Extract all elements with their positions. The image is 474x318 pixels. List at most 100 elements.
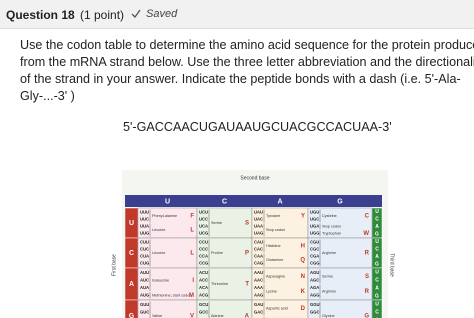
header-row — [125, 195, 382, 207]
amino-acid: Leucine — [152, 228, 165, 232]
amino-abbr: C — [365, 214, 370, 220]
codon: AGU — [310, 270, 319, 275]
codon: UUC — [140, 217, 149, 222]
codon: UUG — [140, 231, 149, 236]
amino-abbr: S — [365, 274, 369, 280]
codon: AUU — [140, 270, 149, 275]
amino-abbr: K — [301, 289, 306, 295]
codon: GUA — [140, 317, 149, 318]
codon: UCU — [199, 210, 208, 215]
codon: AUA — [140, 285, 149, 290]
codon-cell — [196, 207, 253, 239]
first-base-label: First base — [111, 254, 117, 276]
third-base: A — [375, 224, 379, 230]
save-status: Saved — [146, 8, 178, 20]
amino-abbr: V — [190, 314, 194, 318]
first-base: C — [129, 250, 134, 257]
second-base: U — [165, 198, 170, 205]
second-base: A — [277, 198, 282, 205]
codon: ACC — [199, 277, 208, 282]
codon: AAG — [254, 292, 263, 297]
first-base: U — [129, 220, 134, 227]
codon: GGC — [310, 309, 320, 314]
amino-acid: Arginine — [322, 251, 336, 255]
codon: CGC — [310, 247, 319, 252]
codon-cell — [137, 267, 198, 301]
amino-acid: Serine — [322, 275, 333, 279]
codon-cell — [251, 207, 309, 239]
amino-abbr: Q — [300, 258, 305, 264]
amino-abbr: R — [365, 289, 370, 295]
amino-abbr: T — [245, 282, 249, 288]
amino-acid: Leucine — [152, 251, 165, 255]
codon: GCC — [199, 309, 208, 314]
question-line: Use the codon table to determine the ami… — [20, 38, 474, 52]
codon: AGC — [310, 277, 319, 282]
codon: AUC — [140, 277, 149, 282]
codon-cell — [196, 237, 253, 269]
codon: UGG — [310, 231, 320, 236]
amino-acid: Methionine; start codon — [152, 293, 191, 297]
codon: CAG — [254, 261, 263, 266]
amino-abbr: L — [190, 251, 194, 257]
check-icon — [131, 9, 141, 19]
third-base: G — [375, 262, 379, 268]
amino-acid: Tyrosine — [266, 214, 280, 218]
codon-cell — [137, 237, 198, 269]
amino-abbr: A — [245, 314, 250, 318]
codon: UCG — [199, 231, 208, 236]
amino-abbr: D — [301, 306, 306, 312]
codon-cell — [137, 207, 198, 239]
third-base: U — [375, 301, 379, 307]
third-base-label: Third base — [389, 253, 395, 277]
codon: ACG — [199, 292, 208, 297]
codon: ACU — [199, 270, 208, 275]
codon: UAU — [254, 210, 263, 215]
amino-abbr: F — [190, 214, 194, 220]
amino-acid: Glycine — [322, 314, 335, 318]
codon: GAA — [254, 317, 263, 318]
amino-acid: Glutamine — [266, 258, 283, 262]
third-base: U — [375, 269, 379, 275]
codon: AAC — [254, 277, 263, 282]
amino-acid: Asparagine — [266, 275, 285, 279]
amino-acid: Histidine — [266, 244, 281, 248]
amino-abbr: P — [245, 251, 249, 257]
codon: CUG — [140, 261, 149, 266]
amino-abbr: G — [364, 314, 369, 318]
third-base: G — [375, 293, 379, 299]
amino-acid: Cysteine — [322, 214, 337, 218]
codon: UAA — [254, 224, 263, 229]
amino-abbr: Y — [301, 214, 305, 220]
question-points: (1 point) — [80, 8, 125, 22]
codon: ACA — [199, 285, 208, 290]
codon-cell — [307, 237, 373, 269]
codon: CGU — [310, 240, 319, 245]
amino-acid: Aspartic acid — [266, 307, 288, 311]
third-base: A — [375, 285, 379, 291]
codon: GUC — [140, 309, 149, 314]
codon: GGA — [310, 317, 320, 318]
amino-abbr: H — [301, 244, 305, 250]
codon: CUU — [140, 240, 149, 245]
amino-abbr: S — [245, 221, 249, 227]
codon: GCU — [199, 302, 208, 307]
question-header: Question 18 (1 point) Saved — [0, 0, 474, 29]
codon-cell — [307, 207, 373, 239]
amino-acid: Stop codon — [322, 225, 341, 229]
second-base: C — [222, 198, 227, 205]
third-base: U — [375, 209, 379, 215]
third-base: G — [375, 232, 379, 238]
second-base: G — [337, 198, 343, 205]
codon: GUU — [140, 302, 149, 307]
codon: UAG — [254, 231, 263, 236]
codon-cell — [307, 299, 373, 318]
question-number: Question 18 — [6, 8, 75, 22]
codon: GAU — [254, 302, 263, 307]
codon: UGA — [310, 224, 319, 229]
first-base: G — [129, 313, 135, 318]
amino-acid: Threonine — [211, 282, 228, 286]
codon: GCA — [199, 317, 208, 318]
codon: AAA — [254, 285, 263, 290]
